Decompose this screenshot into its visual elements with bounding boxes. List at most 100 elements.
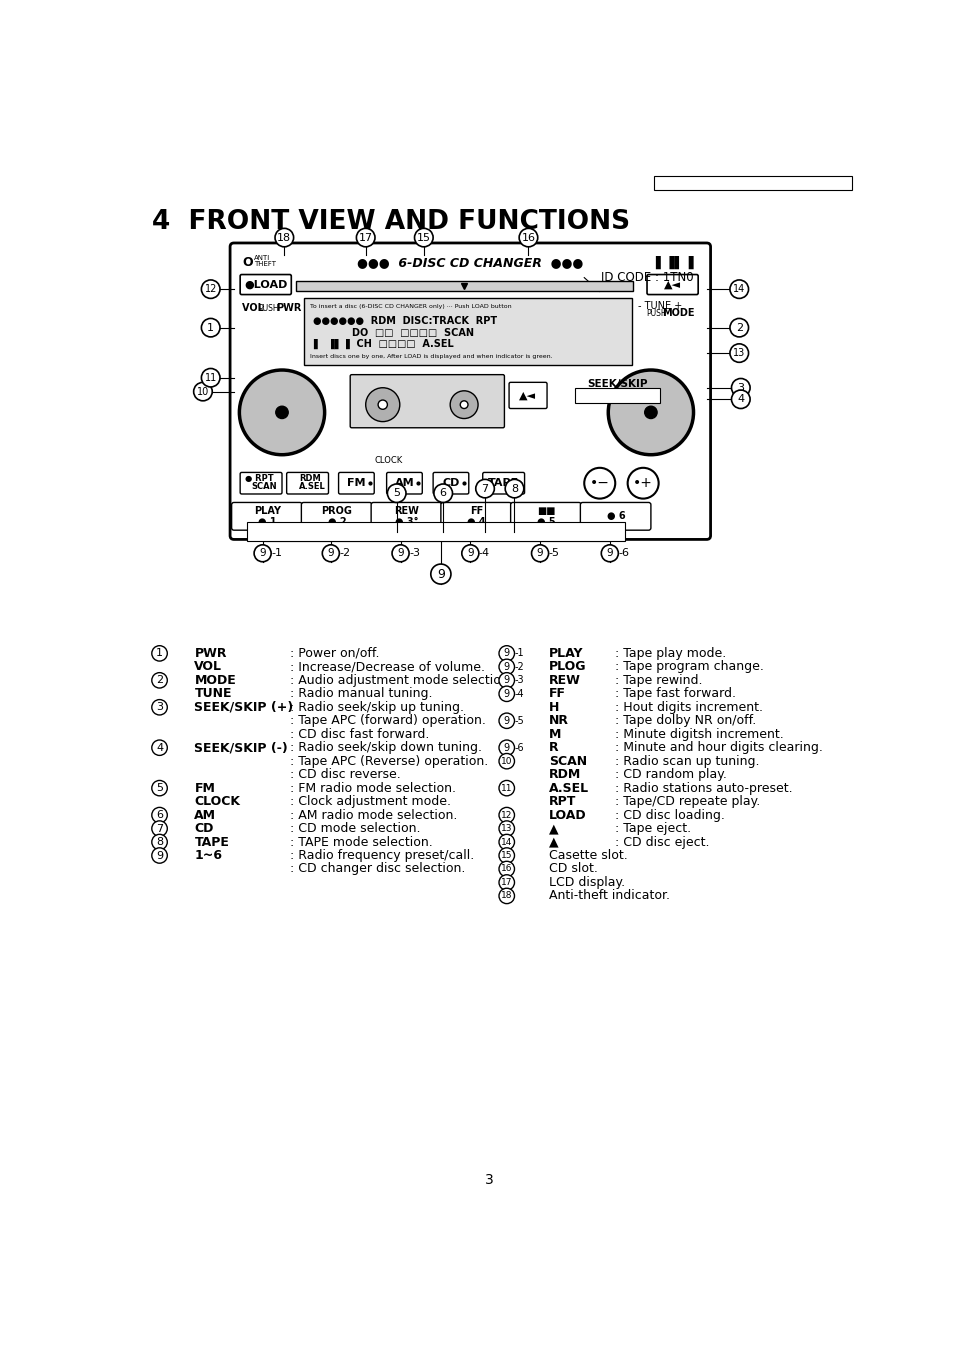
Circle shape [731, 390, 749, 408]
Text: •−: •− [589, 476, 609, 490]
Text: ▲: ▲ [549, 835, 558, 848]
Text: : Audio adjustment mode selection.: : Audio adjustment mode selection. [290, 674, 512, 686]
Circle shape [498, 754, 514, 769]
Text: PROG
● 2: PROG ● 2 [321, 505, 352, 527]
Text: •+: •+ [633, 476, 653, 490]
Text: FM: FM [347, 478, 365, 488]
Text: O: O [242, 255, 253, 269]
Text: 16: 16 [500, 865, 512, 874]
Text: Casette slot.: Casette slot. [549, 848, 627, 862]
Text: ■■
● 5: ■■ ● 5 [537, 505, 555, 527]
Circle shape [498, 740, 514, 755]
Circle shape [152, 781, 167, 796]
Circle shape [201, 280, 220, 299]
Circle shape [498, 835, 514, 850]
Circle shape [627, 467, 658, 499]
FancyBboxPatch shape [646, 274, 698, 295]
Text: PUSH: PUSH [258, 304, 279, 313]
Text: PWR: PWR [276, 304, 302, 313]
Text: ▲◄: ▲◄ [663, 280, 680, 289]
Text: 5: 5 [393, 488, 399, 499]
Text: HONDA / CQ-EH8160AK: HONDA / CQ-EH8160AK [704, 178, 800, 188]
Text: : AM radio mode selection.: : AM radio mode selection. [290, 809, 456, 821]
Text: 9: 9 [503, 716, 509, 725]
Text: MODE: MODE [661, 308, 694, 317]
Text: : CD disc loading.: : CD disc loading. [615, 809, 724, 821]
Circle shape [239, 370, 324, 455]
Circle shape [531, 544, 548, 562]
Circle shape [152, 700, 167, 715]
Text: Insert discs one by one, After LOAD is displayed and when indicator is green.: Insert discs one by one, After LOAD is d… [310, 354, 552, 359]
Circle shape [498, 862, 514, 877]
Text: 6: 6 [439, 488, 446, 499]
Circle shape [498, 808, 514, 823]
Text: ● 6: ● 6 [606, 511, 624, 521]
Text: MODE: MODE [194, 674, 236, 686]
Text: H: H [549, 701, 559, 713]
Text: VOL: VOL [241, 304, 267, 313]
Text: 10: 10 [196, 386, 209, 397]
Text: 9: 9 [259, 549, 266, 558]
Text: : CD mode selection.: : CD mode selection. [290, 821, 420, 835]
Text: SEEK/SKIP (+): SEEK/SKIP (+) [194, 701, 294, 713]
FancyBboxPatch shape [230, 243, 710, 539]
Text: PLOG: PLOG [549, 661, 586, 673]
Text: CD: CD [194, 821, 213, 835]
Circle shape [152, 673, 167, 688]
Text: PUSH: PUSH [645, 308, 666, 317]
Circle shape [498, 848, 514, 863]
Circle shape [608, 370, 693, 455]
Text: -5: -5 [548, 549, 559, 558]
Text: : Tape program change.: : Tape program change. [615, 661, 763, 673]
Text: R: R [544, 530, 551, 539]
Text: ▲◄: ▲◄ [518, 390, 536, 400]
Circle shape [729, 345, 748, 362]
Text: 4  FRONT VIEW AND FUNCTIONS: 4 FRONT VIEW AND FUNCTIONS [152, 209, 629, 235]
Text: 9: 9 [537, 549, 543, 558]
Text: 14: 14 [500, 838, 512, 847]
Text: CLOCK: CLOCK [194, 796, 240, 808]
Text: RPT: RPT [549, 796, 577, 808]
Text: -6: -6 [618, 549, 629, 558]
Text: SCAN: SCAN [252, 482, 277, 490]
Circle shape [274, 228, 294, 247]
Text: LOAD: LOAD [549, 809, 586, 821]
Text: M: M [549, 728, 561, 740]
Circle shape [377, 400, 387, 409]
Text: : Hout digits increment.: : Hout digits increment. [615, 701, 762, 713]
Text: -5: -5 [514, 716, 524, 725]
FancyBboxPatch shape [232, 503, 302, 530]
Text: AM: AM [395, 478, 414, 488]
Text: : Tape fast forward.: : Tape fast forward. [615, 688, 736, 700]
Text: 18: 18 [500, 892, 512, 900]
Text: : Radio stations auto-preset.: : Radio stations auto-preset. [615, 782, 792, 794]
Circle shape [498, 659, 514, 674]
Circle shape [152, 808, 167, 823]
Text: 9: 9 [503, 676, 509, 685]
Text: RDM: RDM [549, 769, 581, 781]
Circle shape [201, 369, 220, 386]
Text: To insert a disc (6-DISC CD CHANGER only) ··· Push LOAD button: To insert a disc (6-DISC CD CHANGER only… [310, 304, 511, 309]
Text: : CD changer disc selection.: : CD changer disc selection. [290, 862, 465, 875]
Circle shape [498, 821, 514, 836]
Circle shape [644, 407, 657, 419]
Text: ▲: ▲ [549, 821, 558, 835]
Text: -3: -3 [409, 549, 419, 558]
Text: NR: NR [549, 715, 569, 727]
Text: : Tape dolby NR on/off.: : Tape dolby NR on/off. [615, 715, 756, 727]
Text: DO  □□  □□□□  SCAN: DO □□ □□□□ SCAN [352, 328, 474, 338]
Text: 4: 4 [156, 743, 163, 753]
Text: 9: 9 [503, 743, 509, 753]
Circle shape [434, 484, 452, 503]
FancyBboxPatch shape [509, 382, 546, 408]
Text: SEEK/SKIP (-): SEEK/SKIP (-) [194, 742, 288, 754]
Text: 8: 8 [511, 484, 517, 493]
Text: 12: 12 [204, 284, 216, 295]
Text: -2: -2 [339, 549, 350, 558]
Text: 3: 3 [737, 382, 743, 393]
Circle shape [498, 713, 514, 728]
Text: ▌  ▐▌▐  CH  □□□□  A.SEL: ▌ ▐▌▐ CH □□□□ A.SEL [313, 339, 454, 349]
Text: : CD random play.: : CD random play. [615, 769, 726, 781]
Circle shape [152, 848, 167, 863]
Bar [247, 523, 624, 540]
